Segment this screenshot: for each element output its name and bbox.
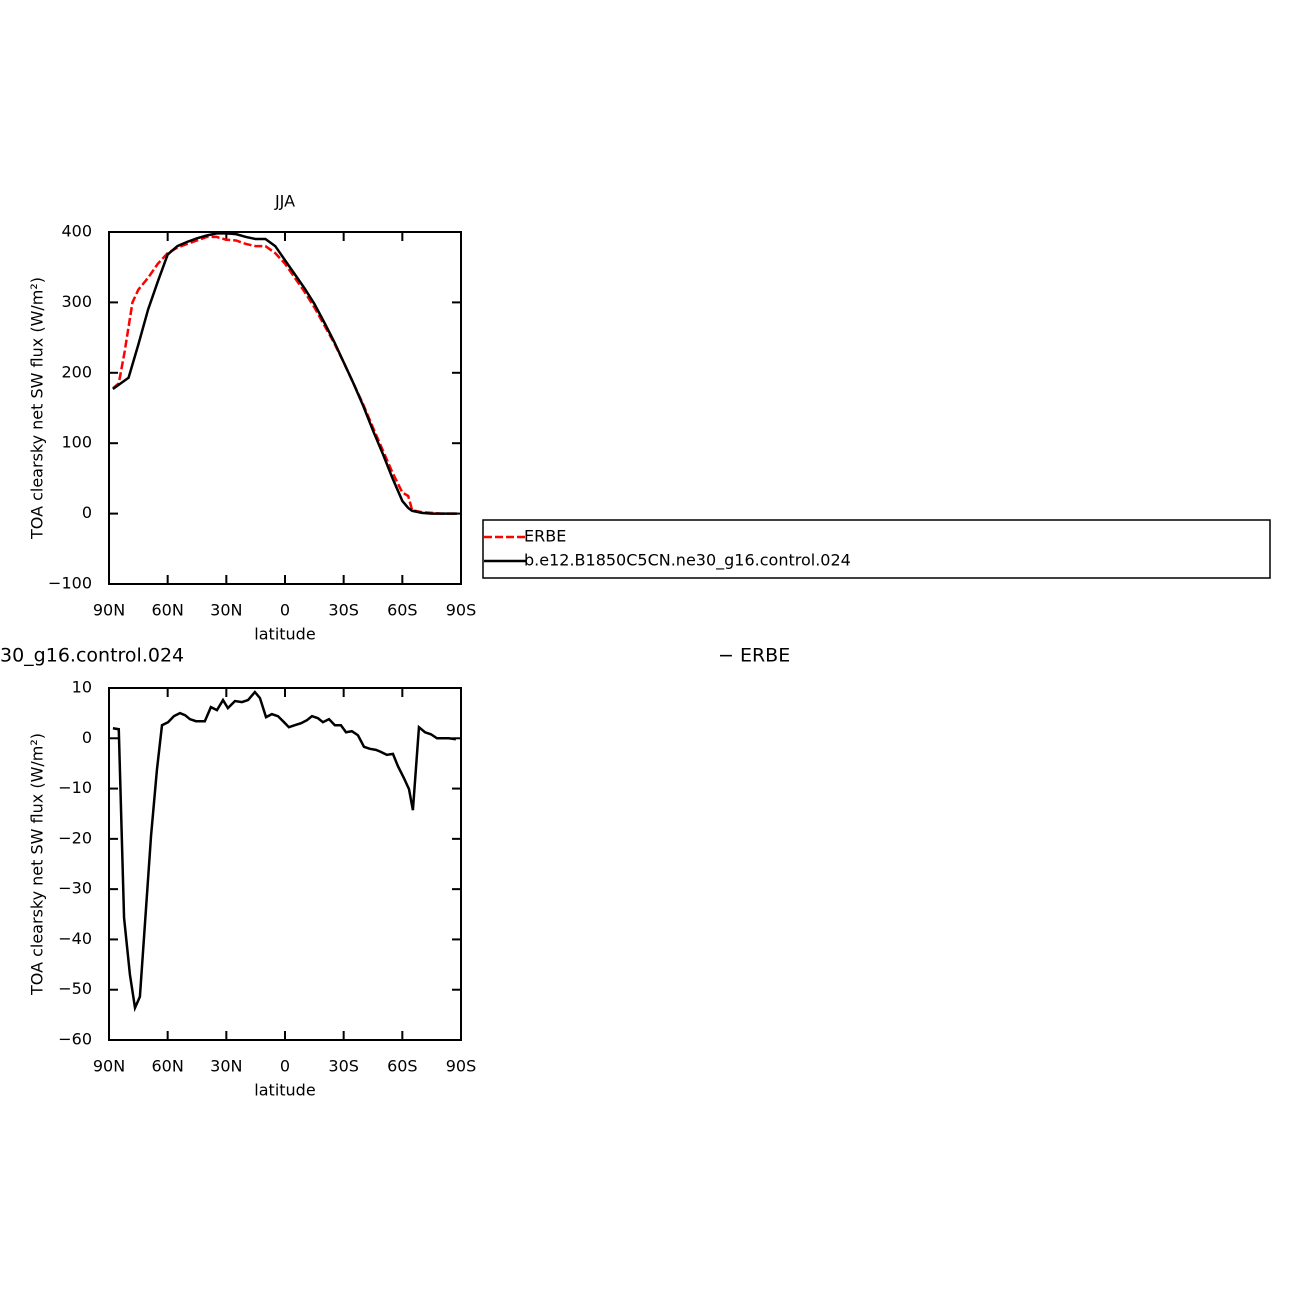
plot-frame [108, 687, 462, 1041]
x-tick-label: 0 [280, 601, 290, 620]
y-tick-label: 300 [61, 292, 92, 311]
x-tick-label: 90S [446, 601, 477, 620]
y-tick-label: −10 [58, 778, 92, 797]
x-tick-label: 60S [387, 1057, 418, 1076]
y-tick-label: −100 [48, 574, 92, 593]
chart-title: − ERBE [718, 645, 790, 667]
y-tick-label: −60 [58, 1030, 92, 1049]
x-tick-label: 60N [152, 1057, 184, 1076]
x-tick-label: 90N [93, 1057, 125, 1076]
x-axis-label: latitude [254, 1081, 315, 1100]
y-tick-label: 0 [82, 503, 92, 522]
y-tick-label: −40 [58, 929, 92, 948]
y-tick-label: −30 [58, 879, 92, 898]
plot-frame [108, 231, 462, 585]
y-tick-label: 0 [82, 728, 92, 747]
series-line [112, 235, 458, 515]
legend-box [482, 519, 1271, 579]
y-tick-label: 400 [61, 222, 92, 241]
y-tick-label: 200 [61, 362, 92, 381]
x-tick-label: 90S [446, 1057, 477, 1076]
x-tick-label: 60N [152, 601, 184, 620]
legend-label: ERBE [524, 527, 566, 546]
x-tick-label: 30S [328, 601, 359, 620]
x-tick-label: 0 [280, 1057, 290, 1076]
x-tick-label: 30S [328, 1057, 359, 1076]
x-axis-label: latitude [254, 625, 315, 644]
legend-label: b.e12.B1850C5CN.ne30_g16.control.024 [524, 551, 851, 571]
chart-title: JJA [274, 192, 295, 211]
y-tick-label: 100 [61, 433, 92, 452]
y-tick-label: −20 [58, 828, 92, 847]
x-tick-label: 60S [387, 601, 418, 620]
y-axis-label: TOA clearsky net SW flux (W/m²) [28, 733, 47, 996]
y-tick-label: −50 [58, 979, 92, 998]
y-tick-label: 10 [72, 678, 92, 697]
x-tick-label: 90N [93, 601, 125, 620]
series-line [112, 690, 457, 1013]
chart-title: 30_g16.control.024 [0, 645, 184, 667]
x-tick-label: 30N [210, 1057, 242, 1076]
x-tick-label: 30N [210, 601, 242, 620]
y-axis-label: TOA clearsky net SW flux (W/m²) [28, 277, 47, 540]
series-line [112, 232, 458, 515]
